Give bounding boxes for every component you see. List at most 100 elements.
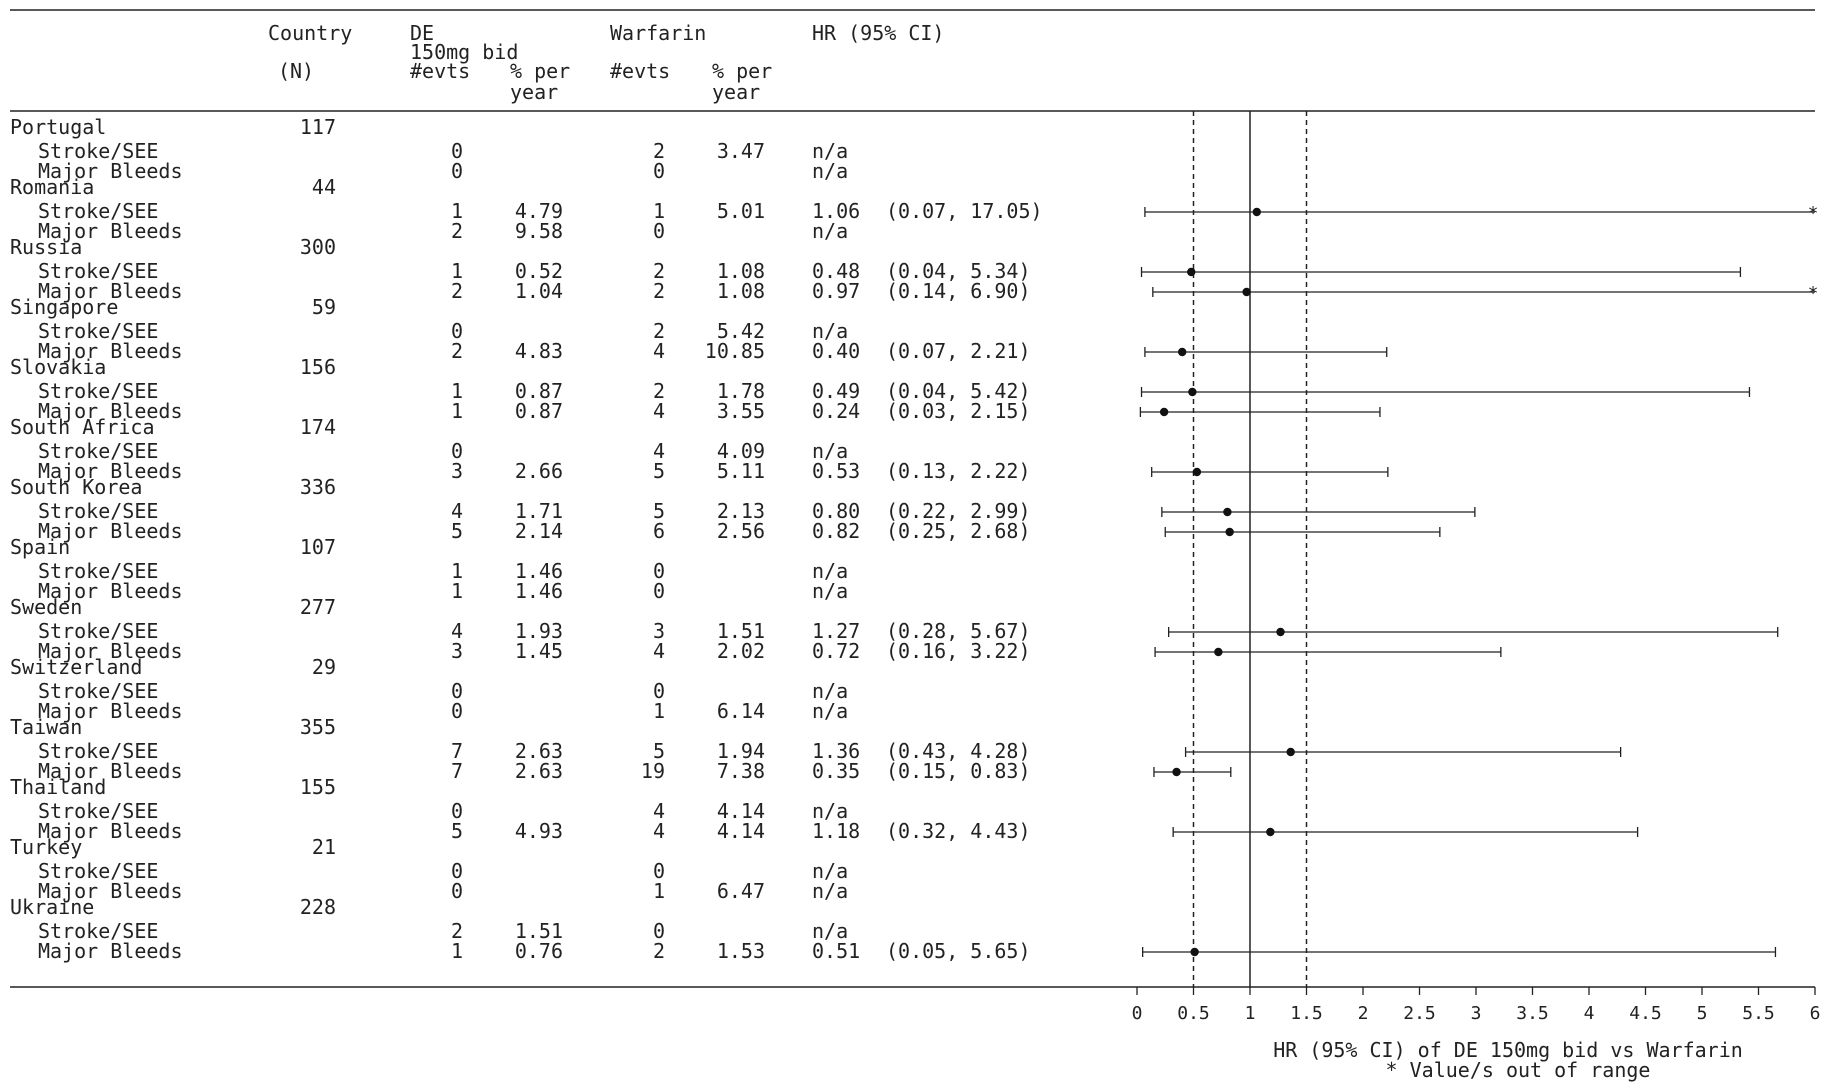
- w-evts: 4: [653, 439, 665, 463]
- header-warfarin: Warfarin: [610, 21, 706, 45]
- de-evts: 1: [451, 259, 463, 283]
- ci-value: (0.16, 3.22): [886, 639, 1031, 663]
- header-hr: HR (95% CI): [812, 21, 944, 45]
- hr-value: 0.49: [812, 379, 860, 403]
- w-pct: 4.14: [717, 799, 765, 823]
- de-evts: 1: [451, 939, 463, 963]
- country-n: 107: [300, 535, 336, 559]
- w-evts: 0: [653, 919, 665, 943]
- outcome-label: Stroke/SEE: [38, 559, 158, 583]
- x-tick-label: 1.5: [1290, 1003, 1323, 1024]
- country-n: 59: [312, 295, 336, 319]
- country-label: Sweden: [10, 595, 82, 619]
- outcome-label: Stroke/SEE: [38, 319, 158, 343]
- w-pct: 1.78: [717, 379, 765, 403]
- hr-value: 1.18: [812, 819, 860, 843]
- plot-area: **: [1139, 111, 1818, 987]
- de-pct: 1.93: [515, 619, 563, 643]
- hr-point: [1225, 527, 1234, 537]
- country-label: Thailand: [10, 775, 106, 799]
- de-evts: 4: [451, 499, 463, 523]
- ci-value: (0.32, 4.43): [886, 819, 1031, 843]
- de-evts: 0: [451, 319, 463, 343]
- w-evts: 19: [641, 759, 665, 783]
- w-evts: 4: [653, 339, 665, 363]
- x-tick-label: 6: [1810, 1003, 1821, 1024]
- hr-value: n/a: [812, 879, 848, 903]
- ci-value: (0.25, 2.68): [886, 519, 1031, 543]
- de-evts: 0: [451, 139, 463, 163]
- de-pct: 9.58: [515, 219, 563, 243]
- hr-value: 0.51: [812, 939, 860, 963]
- de-evts: 3: [451, 459, 463, 483]
- w-evts: 0: [653, 159, 665, 183]
- country-label: Russia: [10, 235, 82, 259]
- country-label: Romania: [10, 175, 94, 199]
- w-evts: 6: [653, 519, 665, 543]
- country-n: 336: [300, 475, 336, 499]
- hr-value: n/a: [812, 219, 848, 243]
- country-label: Turkey: [10, 835, 82, 859]
- header-w-pct: % per: [712, 59, 772, 83]
- x-tick-label: 0.5: [1177, 1003, 1210, 1024]
- de-evts: 1: [451, 559, 463, 583]
- hr-value: n/a: [812, 579, 848, 603]
- header-w-year: year: [712, 80, 760, 104]
- outcome-label: Stroke/SEE: [38, 679, 158, 703]
- de-evts: 0: [451, 879, 463, 903]
- w-pct: 6.14: [717, 699, 765, 723]
- header-de: DE: [410, 21, 434, 45]
- w-evts: 1: [653, 879, 665, 903]
- outcome-label: Stroke/SEE: [38, 439, 158, 463]
- de-pct: 2.63: [515, 759, 563, 783]
- de-pct: 0.87: [515, 399, 563, 423]
- de-pct: 4.83: [515, 339, 563, 363]
- header-de-dose: 150mg bid: [410, 40, 518, 64]
- w-evts: 0: [653, 859, 665, 883]
- outcome-label: Major Bleeds: [38, 699, 183, 723]
- de-evts: 5: [451, 519, 463, 543]
- hr-value: 0.24: [812, 399, 860, 423]
- hr-point: [1242, 287, 1251, 297]
- de-pct: 0.87: [515, 379, 563, 403]
- w-evts: 2: [653, 279, 665, 303]
- w-evts: 4: [653, 399, 665, 423]
- hr-point: [1159, 407, 1169, 417]
- header-country: Country: [268, 21, 352, 45]
- w-pct: 1.08: [717, 259, 765, 283]
- de-evts: 3: [451, 639, 463, 663]
- hr-value: n/a: [812, 139, 848, 163]
- x-tick-label: 2.5: [1403, 1003, 1436, 1024]
- footnote: * Value/s out of range: [1386, 1058, 1651, 1082]
- de-pct: 4.79: [515, 199, 563, 223]
- de-evts: 0: [451, 799, 463, 823]
- de-evts: 2: [451, 279, 463, 303]
- x-tick-label: 4: [1584, 1003, 1595, 1024]
- outcome-label: Major Bleeds: [38, 399, 183, 423]
- w-evts: 5: [653, 459, 665, 483]
- de-evts: 2: [451, 919, 463, 943]
- de-pct: 1.46: [515, 559, 563, 583]
- ci-value: (0.22, 2.99): [886, 499, 1031, 523]
- outcome-label: Major Bleeds: [38, 759, 183, 783]
- outcome-label: Stroke/SEE: [38, 259, 158, 283]
- de-evts: 7: [451, 739, 463, 763]
- ci-value: (0.43, 4.28): [886, 739, 1031, 763]
- outcome-label: Stroke/SEE: [38, 919, 158, 943]
- x-tick-label: 0: [1132, 1003, 1143, 1024]
- w-pct: 2.56: [717, 519, 765, 543]
- outcome-label: Major Bleeds: [38, 579, 183, 603]
- hr-value: 0.80: [812, 499, 860, 523]
- hr-value: n/a: [812, 799, 848, 823]
- x-axis: 0 0.5 1 1.5 2 2.5 3 3.5 4 4.5 5 5.5 6: [1132, 987, 1821, 1024]
- outcome-label: Major Bleeds: [38, 819, 183, 843]
- header-de-year: year: [510, 80, 558, 104]
- outcome-label: Major Bleeds: [38, 459, 183, 483]
- w-pct: 3.47: [717, 139, 765, 163]
- w-pct: 6.47: [717, 879, 765, 903]
- w-evts: 2: [653, 259, 665, 283]
- de-pct: 1.71: [515, 499, 563, 523]
- x-tick-label: 3: [1471, 1003, 1482, 1024]
- hr-point: [1252, 207, 1261, 217]
- de-evts: 0: [451, 439, 463, 463]
